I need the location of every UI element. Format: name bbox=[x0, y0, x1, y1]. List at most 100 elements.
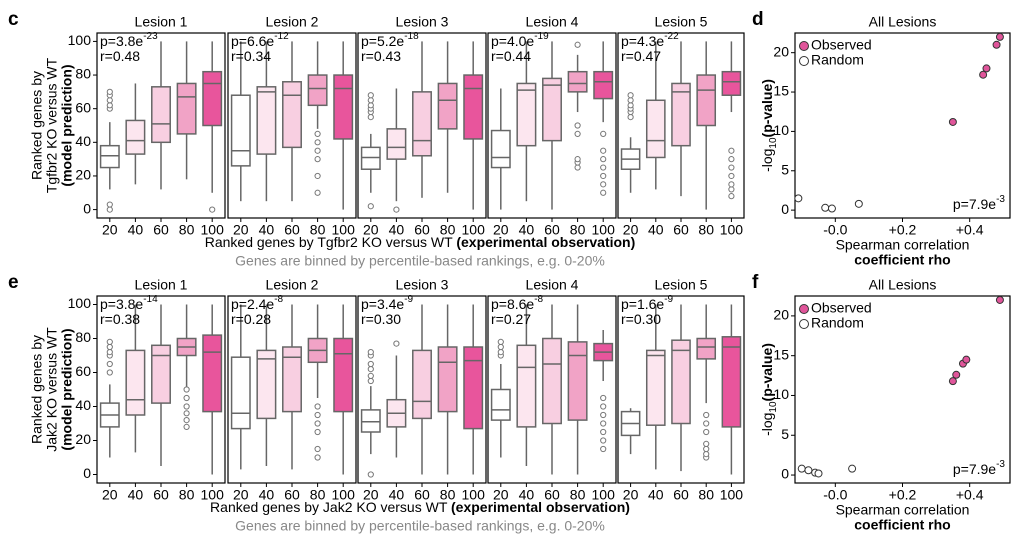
stat-annotation-part: p=4.0e bbox=[491, 33, 534, 49]
panel-letter: c bbox=[8, 9, 19, 30]
x-tick-label: 40 bbox=[259, 222, 275, 238]
outlier bbox=[314, 411, 321, 419]
point bbox=[962, 355, 971, 364]
y-tick-label: 10 bbox=[773, 122, 789, 138]
box bbox=[490, 129, 511, 169]
x-tick-label: 40 bbox=[259, 487, 275, 503]
outlier bbox=[183, 386, 190, 393]
stat-annotation-part: -18 bbox=[404, 31, 419, 42]
x-tick-label: 60 bbox=[414, 487, 430, 503]
stat-annotation-part: p=8.6e bbox=[491, 296, 534, 312]
x-tick-label: 40 bbox=[389, 222, 405, 238]
panel-letter: f bbox=[752, 272, 759, 293]
outlier bbox=[600, 164, 607, 171]
outlier bbox=[627, 97, 634, 104]
panel-title: Lesion 1 bbox=[135, 14, 188, 30]
x-axis-label: Spearman correlation bbox=[836, 237, 970, 253]
box bbox=[645, 349, 666, 426]
x-tick-label: 40 bbox=[648, 487, 664, 503]
x-tick-label: 40 bbox=[128, 222, 144, 238]
box bbox=[256, 86, 277, 155]
outlier bbox=[600, 156, 607, 163]
legend-marker bbox=[799, 41, 809, 51]
outlier bbox=[183, 394, 190, 402]
x-tick-label: 60 bbox=[284, 487, 300, 503]
box bbox=[125, 349, 146, 416]
x-axis-label-part: Ranked genes by Jak2 KO versus WT bbox=[210, 499, 451, 515]
panel-title: Lesion 4 bbox=[526, 14, 579, 30]
y-tick-label: 0 bbox=[83, 465, 91, 481]
outlier bbox=[627, 102, 634, 109]
outlier bbox=[627, 92, 634, 99]
outlier bbox=[600, 394, 607, 402]
x-tick-label: 20 bbox=[493, 487, 509, 503]
box bbox=[333, 74, 354, 140]
outlier bbox=[106, 201, 113, 208]
y-tick-label: 40 bbox=[75, 133, 91, 149]
x-tick-label: 20 bbox=[493, 222, 509, 238]
panel-title: All Lesions bbox=[869, 14, 937, 30]
point bbox=[982, 64, 991, 73]
x-tick-label: 100 bbox=[462, 222, 486, 238]
stat-annotation-part: p=3.4e bbox=[361, 296, 404, 312]
stat-annotation-part: -9 bbox=[404, 294, 413, 305]
outlier bbox=[393, 206, 400, 213]
y-axis-label: (model prediction) bbox=[59, 64, 75, 186]
outlier bbox=[314, 403, 321, 410]
x-tick-label: 60 bbox=[544, 222, 560, 238]
point bbox=[804, 466, 813, 475]
panel-letter: e bbox=[8, 272, 19, 293]
box bbox=[256, 349, 277, 420]
outlier bbox=[367, 366, 374, 373]
stat-annotation-part: p=3.8e bbox=[100, 33, 143, 49]
note: Genes are binned by percentile-based ran… bbox=[235, 518, 605, 534]
x-tick-label: 80 bbox=[310, 222, 326, 238]
x-axis-label-part: Ranked genes by Tgfbr2 KO versus WT bbox=[205, 234, 457, 250]
box bbox=[437, 346, 458, 413]
y-axis-label-part: 10 bbox=[768, 401, 779, 413]
box bbox=[176, 82, 197, 135]
point bbox=[814, 469, 823, 478]
outlier bbox=[183, 410, 190, 417]
box bbox=[437, 82, 458, 130]
outlier bbox=[703, 440, 710, 447]
stat-annotation-part: r=0.44 bbox=[491, 48, 531, 64]
stat-annotation: r=0.38 bbox=[100, 311, 140, 327]
box bbox=[593, 70, 614, 100]
outlier bbox=[367, 377, 374, 385]
box bbox=[516, 82, 537, 147]
y-tick-label: 100 bbox=[68, 32, 92, 48]
outlier bbox=[728, 193, 735, 200]
stat-annotation: p=1.6e-9 bbox=[621, 294, 674, 312]
x-tick-label: 60 bbox=[673, 487, 689, 503]
x-tick-label: 60 bbox=[414, 222, 430, 238]
outlier bbox=[314, 454, 321, 461]
point bbox=[827, 204, 836, 213]
outlier bbox=[367, 372, 374, 379]
outlier bbox=[574, 130, 581, 138]
outlier bbox=[703, 428, 710, 436]
legend-marker bbox=[799, 319, 809, 329]
stat-annotation: p=7.9e-3 bbox=[953, 459, 1006, 477]
box bbox=[516, 344, 537, 428]
outlier bbox=[314, 420, 321, 427]
x-tick-label: 80 bbox=[440, 222, 456, 238]
outlier bbox=[106, 360, 113, 368]
stat-annotation-part: -12 bbox=[274, 31, 289, 42]
x-tick-label: +0.2 bbox=[889, 487, 917, 503]
stat-annotation: p=6.6e-12 bbox=[231, 31, 289, 49]
outlier bbox=[106, 206, 113, 213]
outlier bbox=[703, 411, 710, 419]
outlier bbox=[600, 445, 607, 453]
y-tick-label: 20 bbox=[75, 431, 91, 447]
outlier bbox=[728, 147, 735, 154]
x-tick-label: 80 bbox=[698, 487, 714, 503]
y-tick-label: 15 bbox=[773, 83, 789, 99]
stat-annotation-part: -8 bbox=[534, 294, 543, 305]
x-tick-label: 80 bbox=[179, 487, 195, 503]
x-tick-label: 100 bbox=[332, 222, 356, 238]
panel-title: Lesion 5 bbox=[655, 14, 708, 30]
stat-annotation: p=7.9e-3 bbox=[953, 194, 1006, 212]
x-tick-label: 80 bbox=[440, 487, 456, 503]
outlier bbox=[393, 340, 400, 347]
